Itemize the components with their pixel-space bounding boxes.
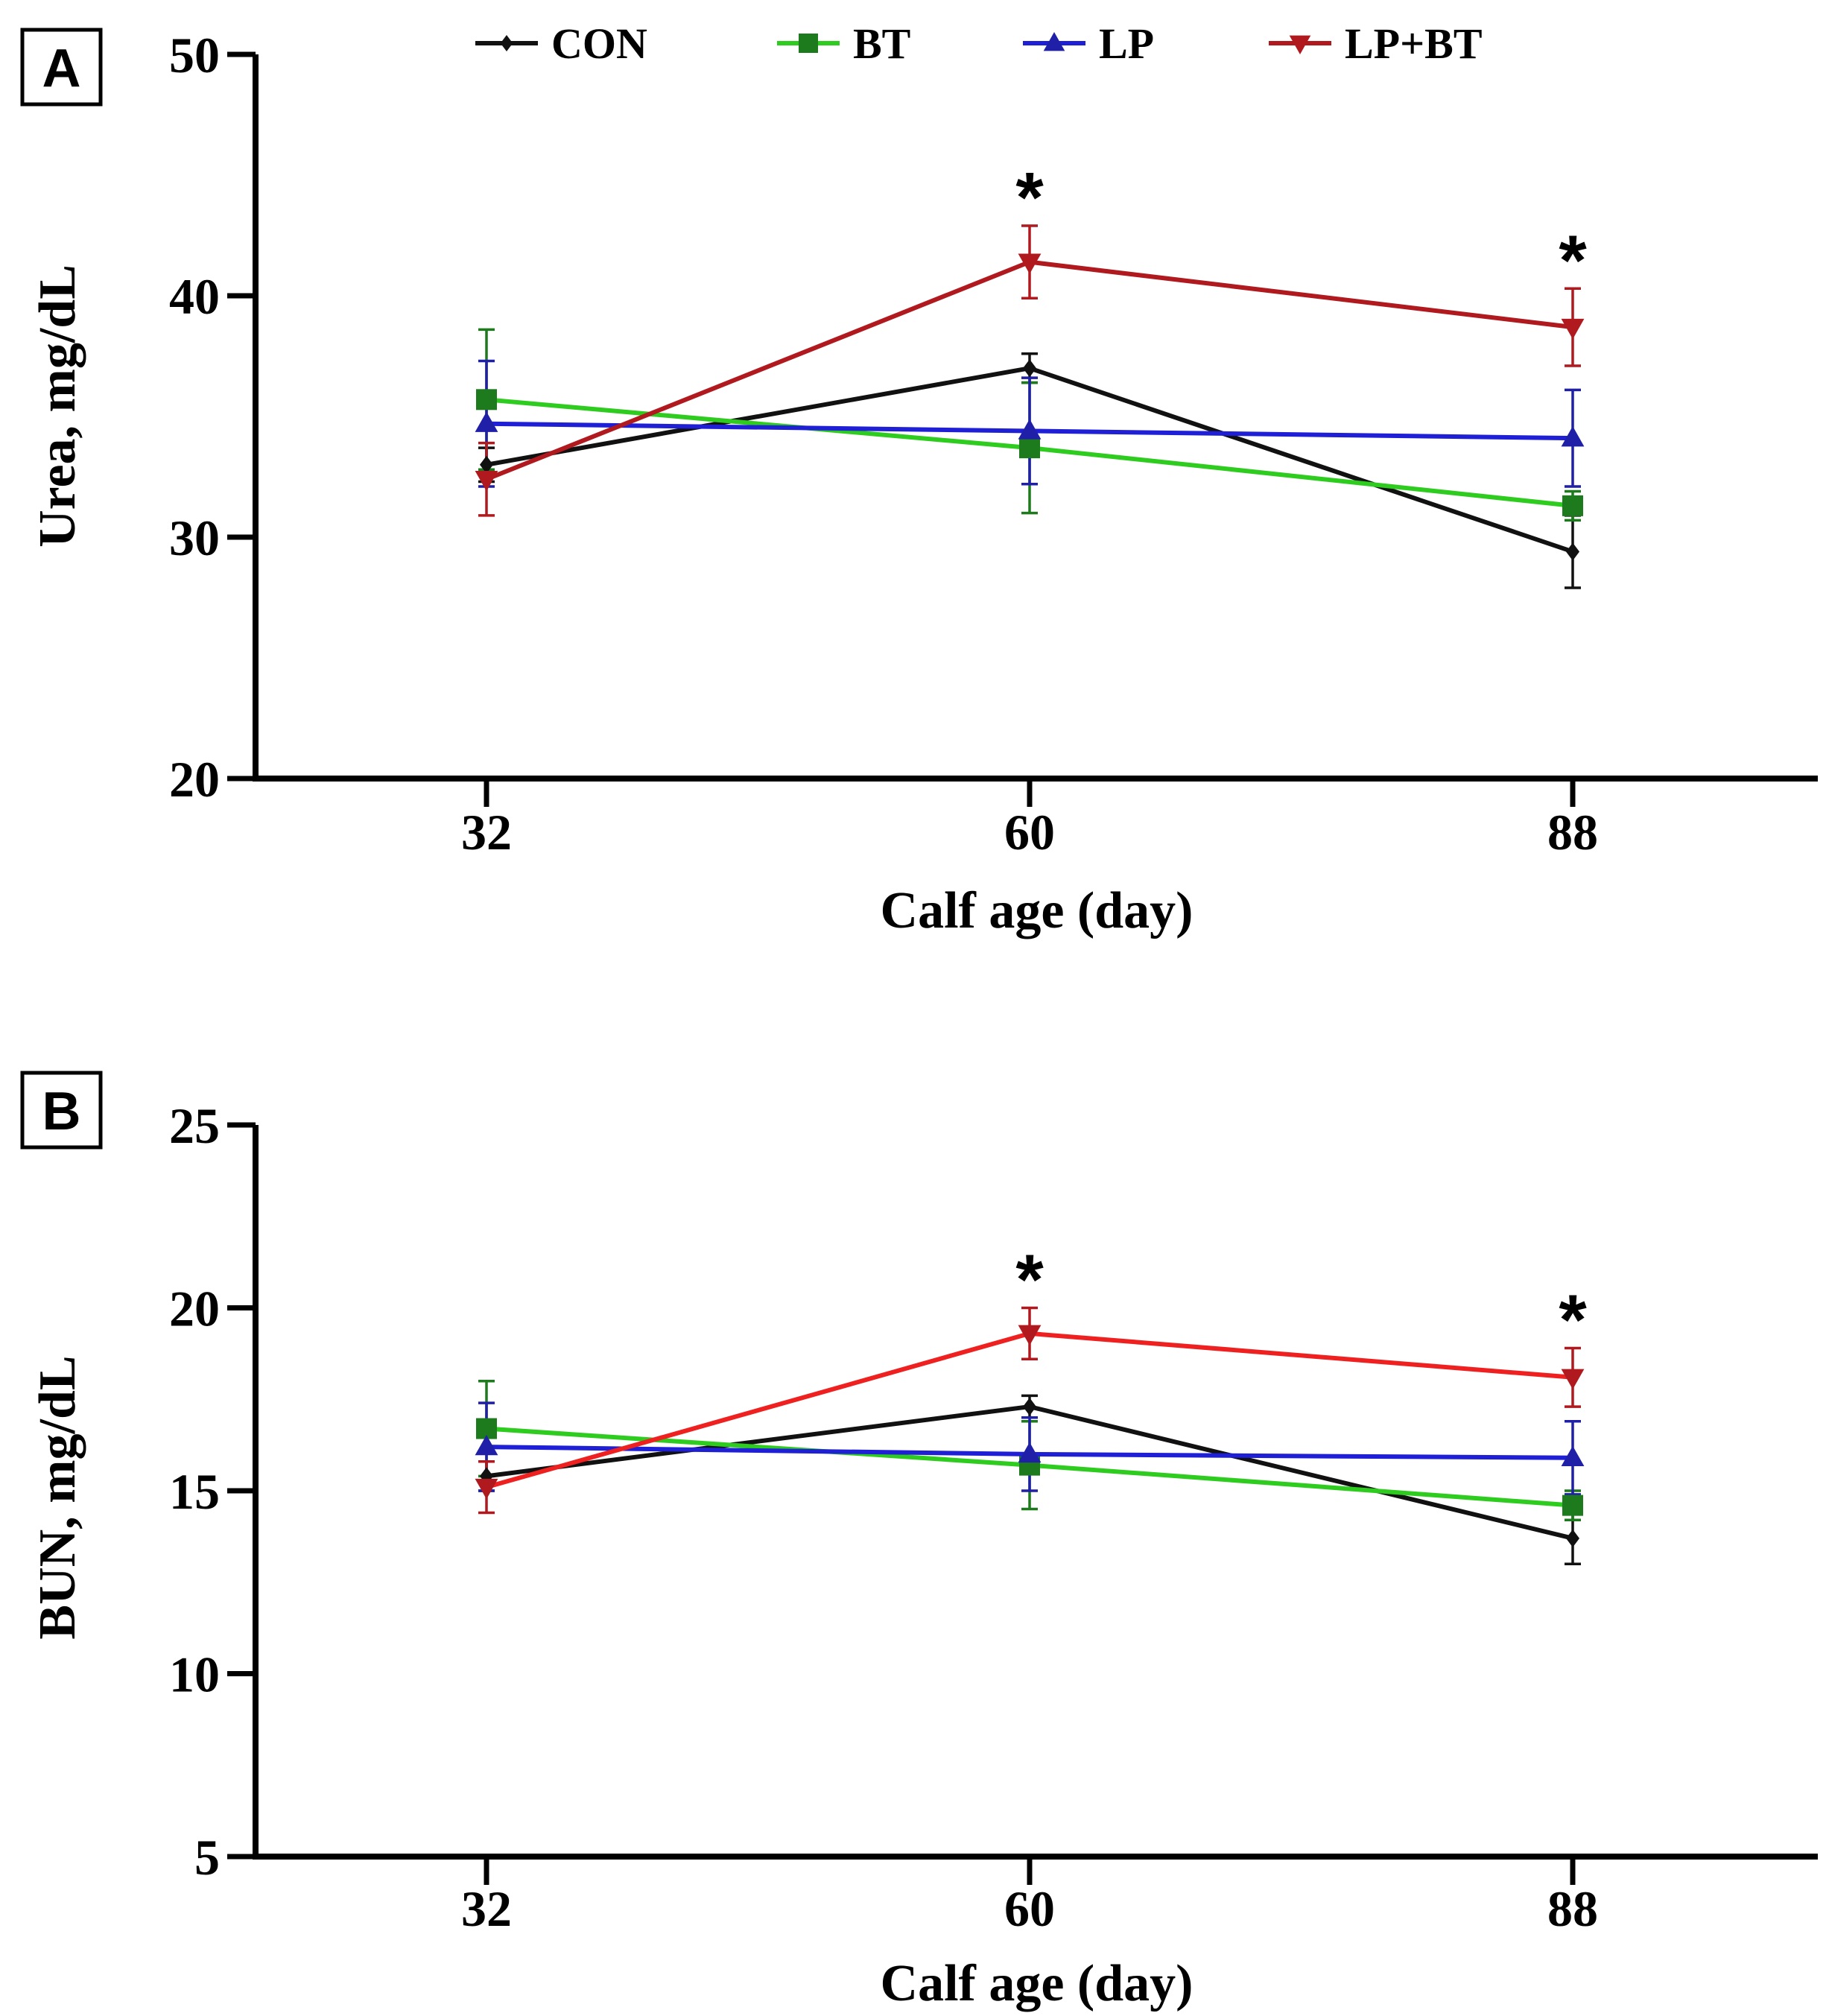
x-tick-label: 32 xyxy=(461,1880,512,1937)
series-lp-plus-bt-point xyxy=(1561,318,1585,340)
series-lp-plus-bt-point xyxy=(1018,1325,1042,1345)
legend: CON BT LP LP+BT xyxy=(475,19,1483,68)
series-lp-point xyxy=(475,1434,498,1456)
series-con-point xyxy=(1566,542,1579,561)
y-tick-label: 40 xyxy=(169,268,220,325)
series-con-point xyxy=(480,455,493,474)
significance-mark: * xyxy=(1559,1281,1587,1360)
series-bt-point xyxy=(476,389,497,411)
panel-label: B xyxy=(42,1082,81,1141)
significance-mark: * xyxy=(1559,221,1587,300)
y-tick-label: 10 xyxy=(169,1646,220,1703)
legend-item-bt: BT xyxy=(777,19,910,68)
panel-a: A 20 30 40 50 32 60 88 Calf age (day) Urea, mg/dL… xyxy=(20,27,1818,939)
panel-b: B 5 10 15 20 25 32 60 88 Calf age (day) BUN, mg/dL… xyxy=(20,1071,1818,2012)
series-lp-plus-bt-point xyxy=(1018,253,1042,274)
series-lp-plus-bt-point xyxy=(475,1478,498,1500)
series-con-point xyxy=(1023,359,1036,378)
legend-item-con: CON xyxy=(475,19,647,68)
legend-label: LP xyxy=(1099,19,1154,68)
x-axis-title: Calf age (day) xyxy=(881,1955,1194,2012)
legend-item-lp: LP xyxy=(1023,19,1154,68)
x-tick-label: 88 xyxy=(1547,1880,1598,1937)
legend-marker-icon xyxy=(1043,32,1065,51)
legend-marker-icon xyxy=(799,34,818,53)
series-lp-point xyxy=(1018,1442,1042,1463)
y-tick-label: 20 xyxy=(169,1281,220,1337)
y-tick-label: 20 xyxy=(169,751,220,808)
x-tick-label: 88 xyxy=(1547,804,1598,860)
series-lp-point xyxy=(475,411,498,432)
legend-marker-icon xyxy=(1289,35,1311,54)
series-lp-point xyxy=(1561,426,1585,447)
series-con-point xyxy=(1566,1529,1579,1547)
legend-label: LP+BT xyxy=(1345,19,1483,68)
series-lp-point xyxy=(1561,1445,1585,1467)
series-lp-point xyxy=(1018,419,1042,440)
panel-label: A xyxy=(42,39,81,98)
legend-label: CON xyxy=(551,19,647,68)
panel-label-box xyxy=(20,28,103,107)
legend-item-lp-plus-bt: LP+BT xyxy=(1269,19,1483,68)
significance-mark: * xyxy=(1015,158,1044,238)
x-tick-label: 32 xyxy=(461,804,512,860)
series-bt-point xyxy=(1562,495,1583,516)
y-tick-label: 5 xyxy=(194,1829,220,1886)
series-bt-point xyxy=(1562,1494,1583,1516)
y-tick-label: 50 xyxy=(169,27,220,83)
series-con-point xyxy=(1023,1398,1036,1416)
significance-mark: * xyxy=(1015,1240,1044,1320)
series-lp-plus-bt-point xyxy=(1561,1369,1585,1389)
y-axis-title: BUN, mg/dL xyxy=(29,1355,86,1639)
y-tick-label: 15 xyxy=(169,1463,220,1520)
x-axis-title: Calf age (day) xyxy=(881,882,1194,939)
x-tick-label: 60 xyxy=(1004,1880,1055,1937)
x-tick-label: 60 xyxy=(1004,804,1055,860)
panel-label-box xyxy=(20,1071,103,1150)
y-axis-title: Urea, mg/dL xyxy=(29,264,86,548)
series-lp-plus-bt-point xyxy=(475,471,498,492)
legend-label: BT xyxy=(853,19,910,68)
y-tick-label: 30 xyxy=(169,510,220,566)
legend-marker-icon xyxy=(500,35,513,51)
y-tick-label: 25 xyxy=(169,1097,220,1154)
series-bt-point xyxy=(1019,437,1040,459)
